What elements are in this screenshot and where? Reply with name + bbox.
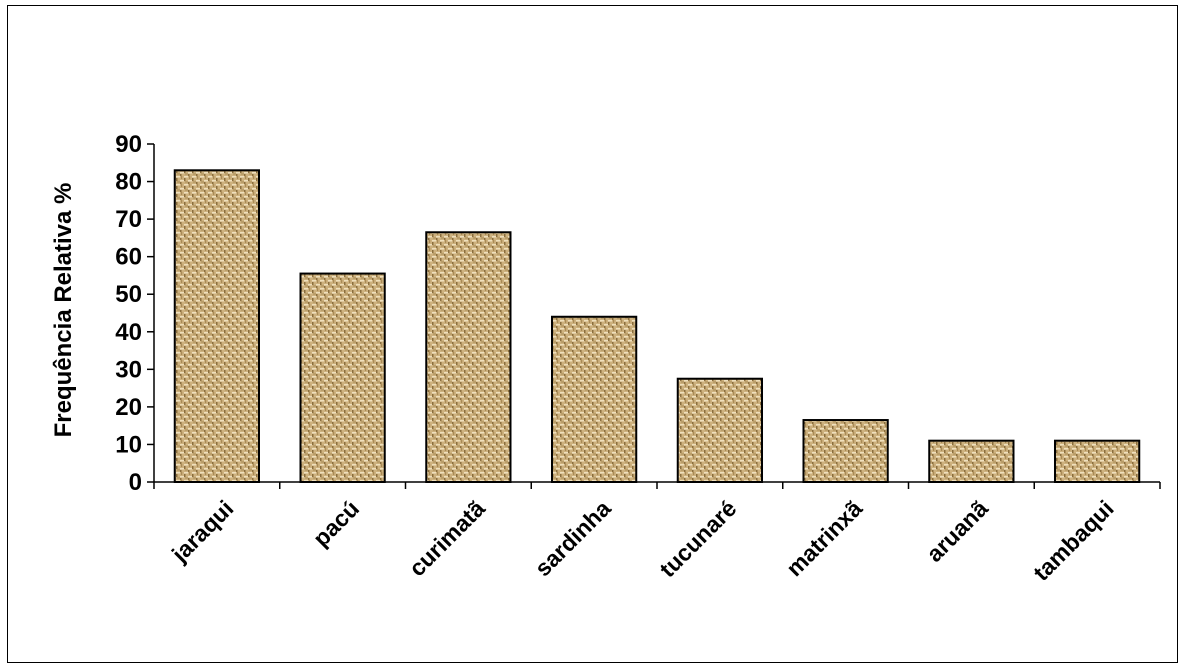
y-tick-label: 90 [115,131,142,158]
y-tick-label: 0 [129,469,142,496]
y-tick-label: 60 [115,244,142,271]
y-tick-label: 40 [115,319,142,346]
bar [802,419,889,483]
x-category-label: tucunaré [654,495,741,582]
y-tick-label: 30 [115,356,142,383]
x-axis-labels: jaraqui pacú curimatã sardinha tucunaré matri… [166,495,1119,586]
y-tick-label: 10 [115,431,142,458]
bar [299,272,386,484]
x-category-label: sardinha [529,495,615,581]
x-category-label: aruanã [921,495,993,567]
y-tick-label: 80 [115,169,142,196]
bar [425,231,512,483]
y-tick-label: 70 [115,206,142,233]
bar [550,315,638,483]
y-axis-title: Frequência Relativa % [50,183,77,438]
y-tick-label: 20 [115,394,142,421]
bar [1053,439,1141,484]
x-axis [153,481,1161,489]
y-tick-label: 50 [115,281,142,308]
x-category-label: tambaqui [1028,495,1119,586]
x-category-label: curimatã [404,495,490,581]
y-axis: 0 10 20 30 40 50 60 70 80 90 [115,131,155,496]
bar [173,169,261,484]
bar [676,377,764,484]
bars-group [173,169,1141,484]
x-category-label: matrinxã [781,495,867,581]
x-category-label: pacú [308,495,364,551]
x-category-label: jaraqui [166,495,238,567]
bar [928,439,1015,484]
